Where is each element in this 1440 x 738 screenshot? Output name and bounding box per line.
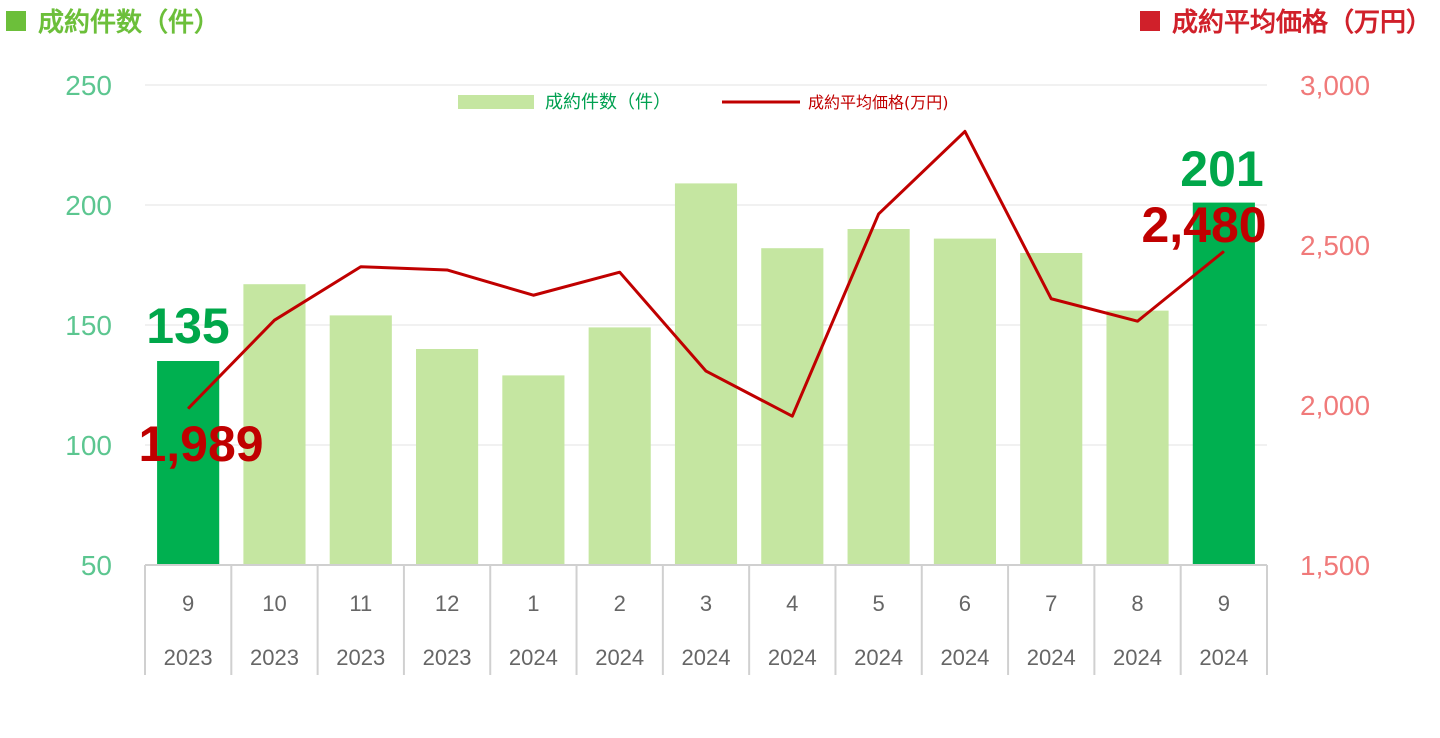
line-data-label: 1,989 [138, 416, 263, 472]
line-point [1137, 320, 1139, 322]
bar [1192, 202, 1255, 565]
bar-data-label: 135 [146, 298, 229, 354]
bar [502, 375, 565, 565]
bar [933, 238, 996, 565]
red-square-icon [1139, 10, 1160, 31]
x-tick-year: 2023 [336, 645, 385, 670]
x-tick-month: 6 [959, 591, 971, 616]
bar [1106, 310, 1169, 565]
x-tick-year: 2023 [250, 645, 299, 670]
line-point [878, 213, 880, 215]
x-tick-year: 2024 [1199, 645, 1248, 670]
line-point [619, 271, 621, 273]
bar [588, 327, 651, 565]
legend-bar-label: 成約件数（件） [545, 92, 671, 113]
x-tick-year: 2024 [940, 645, 989, 670]
bar [416, 349, 479, 565]
right-tick-label: 3,000 [1300, 70, 1370, 101]
x-tick-year: 2024 [509, 645, 558, 670]
left-axis-title: 成約件数（件） [6, 2, 220, 39]
right-axis-title: 成約平均価格（万円） [1139, 2, 1432, 39]
line-point [532, 294, 534, 296]
x-tick-year: 2024 [682, 645, 731, 670]
line-point [791, 415, 793, 417]
x-tick-month: 9 [1218, 591, 1230, 616]
x-tick-month: 4 [786, 591, 798, 616]
line-point [1223, 250, 1225, 252]
x-tick-year: 2024 [1027, 645, 1076, 670]
legend-bar-swatch [458, 95, 534, 109]
bar [329, 315, 392, 565]
x-tick-month: 11 [349, 591, 372, 616]
left-tick-label: 100 [65, 430, 112, 461]
x-tick-year: 2024 [595, 645, 644, 670]
bar [243, 284, 306, 565]
left-axis-title-text: 成約件数（件） [38, 8, 221, 38]
bar [674, 183, 738, 565]
line-point [187, 408, 189, 410]
x-tick-month: 3 [700, 591, 712, 616]
bar [847, 229, 910, 565]
right-tick-label: 2,500 [1300, 230, 1370, 261]
x-tick-year: 2023 [164, 645, 213, 670]
legend-line-label: 成約平均価格(万円) [808, 93, 949, 112]
bar [157, 361, 220, 565]
x-tick-month: 7 [1045, 591, 1057, 616]
x-tick-month: 8 [1131, 591, 1143, 616]
line-point [446, 269, 448, 271]
x-tick-month: 9 [182, 591, 194, 616]
x-tick-month: 1 [527, 591, 539, 616]
right-tick-label: 1,500 [1300, 550, 1370, 581]
bar [761, 248, 824, 565]
green-square-icon [6, 10, 26, 31]
line-point [705, 370, 707, 372]
x-tick-year: 2023 [423, 645, 472, 670]
x-tick-year: 2024 [854, 645, 903, 670]
line-point [273, 319, 275, 321]
x-tick-year: 2024 [1113, 645, 1162, 670]
x-tick-month: 10 [262, 591, 286, 616]
left-tick-label: 50 [81, 550, 112, 581]
line-point [360, 266, 362, 268]
left-tick-label: 200 [65, 190, 112, 221]
x-tick-month: 5 [872, 591, 884, 616]
right-tick-label: 2,000 [1300, 390, 1370, 421]
x-tick-month: 2 [614, 591, 626, 616]
right-axis-title-text: 成約平均価格（万円） [1171, 8, 1432, 38]
left-tick-label: 150 [65, 310, 112, 341]
bar-data-label: 201 [1180, 141, 1263, 197]
line-point [964, 130, 966, 132]
line-data-label: 2,480 [1141, 197, 1266, 253]
line-point [1050, 298, 1052, 300]
x-tick-month: 12 [435, 591, 459, 616]
left-tick-label: 250 [65, 70, 112, 101]
x-tick-year: 2024 [768, 645, 817, 670]
